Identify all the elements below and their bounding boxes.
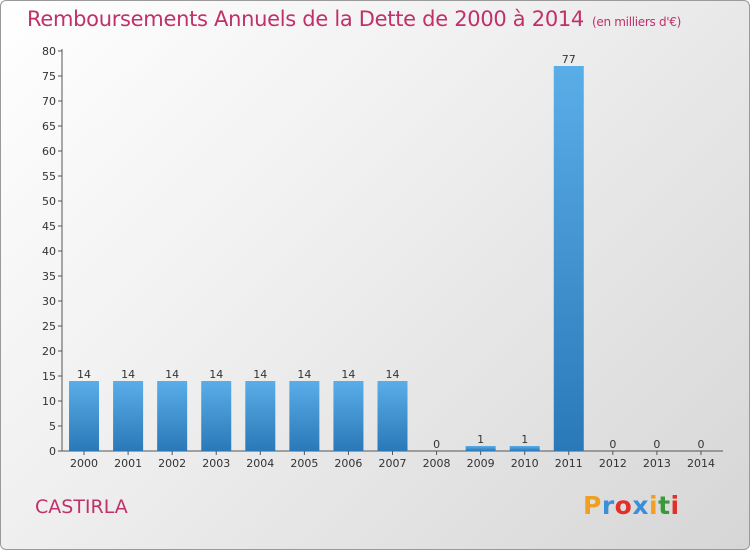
bar <box>201 381 232 451</box>
y-tick-label: 5 <box>49 420 56 433</box>
data-label: 1 <box>521 433 528 446</box>
data-label: 14 <box>165 368 179 381</box>
y-tick-label: 25 <box>42 320 56 333</box>
data-label: 14 <box>121 368 135 381</box>
logo-letter: t <box>658 491 671 520</box>
data-label: 14 <box>209 368 223 381</box>
x-tick-label: 2007 <box>379 457 407 470</box>
y-tick-label: 15 <box>42 370 56 383</box>
data-label: 14 <box>386 368 400 381</box>
x-tick-label: 2013 <box>643 457 671 470</box>
bar <box>113 381 144 451</box>
chart-title-text: Remboursements Annuels de la Dette de 20… <box>27 7 584 31</box>
bar <box>69 381 100 451</box>
y-tick-label: 45 <box>42 220 56 233</box>
data-label: 0 <box>433 438 440 451</box>
chart-title: Remboursements Annuels de la Dette de 20… <box>27 7 681 31</box>
bar <box>157 381 188 451</box>
y-tick-label: 60 <box>42 145 56 158</box>
bar <box>333 381 364 451</box>
data-label: 14 <box>341 368 355 381</box>
y-tick-label: 35 <box>42 270 56 283</box>
y-tick-label: 75 <box>42 70 56 83</box>
data-label: 0 <box>697 438 704 451</box>
x-tick-label: 2004 <box>246 457 274 470</box>
x-tick-label: 2001 <box>114 457 142 470</box>
y-tick-label: 10 <box>42 395 56 408</box>
data-label: 77 <box>562 53 576 66</box>
chart-unit: (en milliers d'€) <box>592 15 682 29</box>
bar <box>377 381 408 451</box>
x-tick-label: 2014 <box>687 457 715 470</box>
x-tick-label: 2009 <box>467 457 495 470</box>
logo-letter: r <box>601 491 615 520</box>
x-tick-label: 2000 <box>70 457 98 470</box>
logo-letter: P <box>583 491 602 520</box>
x-tick-label: 2010 <box>511 457 539 470</box>
data-label: 14 <box>297 368 311 381</box>
bar <box>289 381 320 451</box>
y-tick-label: 80 <box>42 45 56 58</box>
data-label: 14 <box>253 368 267 381</box>
y-tick-label: 0 <box>49 445 56 458</box>
bar <box>465 446 496 451</box>
y-tick-label: 65 <box>42 120 56 133</box>
proxiti-logo: Proxiti <box>583 491 680 520</box>
x-tick-label: 2006 <box>334 457 362 470</box>
data-label: 0 <box>653 438 660 451</box>
bar <box>245 381 276 451</box>
data-label: 1 <box>477 433 484 446</box>
y-tick-label: 20 <box>42 345 56 358</box>
x-tick-label: 2012 <box>599 457 627 470</box>
y-tick-label: 55 <box>42 170 56 183</box>
logo-letter: x <box>632 491 649 520</box>
town-name: CASTIRLA <box>35 496 128 518</box>
x-tick-label: 2008 <box>423 457 451 470</box>
data-label: 14 <box>77 368 91 381</box>
y-tick-label: 50 <box>42 195 56 208</box>
logo-letter: i <box>670 491 680 520</box>
logo-letter: o <box>614 491 633 520</box>
x-tick-label: 2003 <box>202 457 230 470</box>
y-tick-label: 30 <box>42 295 56 308</box>
x-tick-label: 2005 <box>290 457 318 470</box>
y-tick-label: 40 <box>42 245 56 258</box>
x-tick-label: 2011 <box>555 457 583 470</box>
x-tick-label: 2002 <box>158 457 186 470</box>
logo-letter: i <box>649 491 659 520</box>
bar <box>553 66 584 451</box>
y-tick-label: 70 <box>42 95 56 108</box>
bar <box>509 446 540 451</box>
data-label: 0 <box>609 438 616 451</box>
